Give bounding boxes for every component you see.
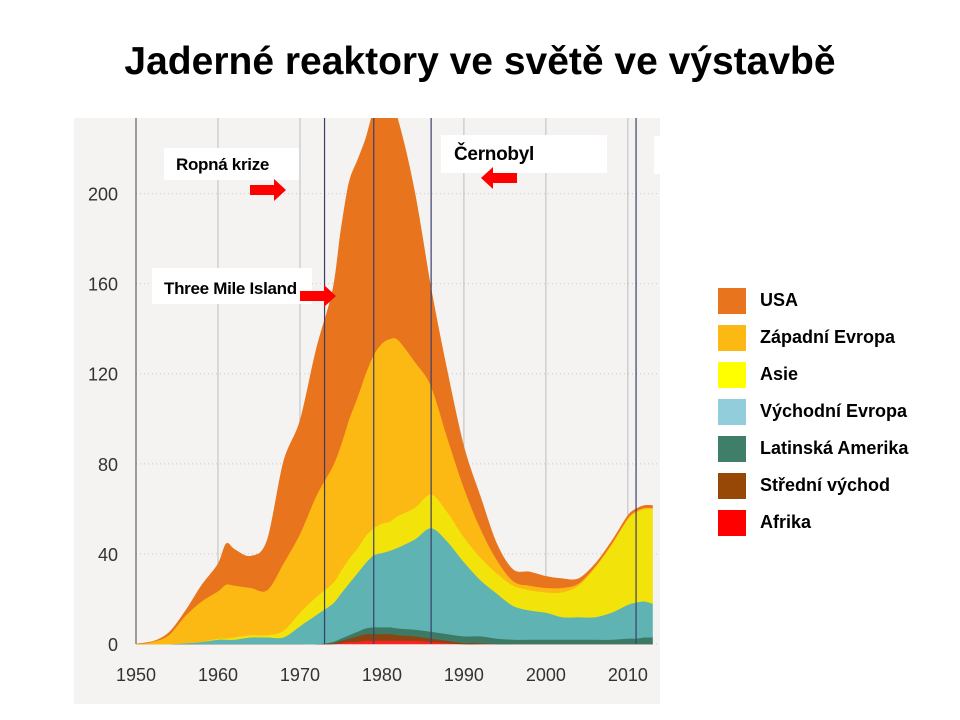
legend: USA Západní Evropa Asie Východní Evropa Lati…	[718, 282, 908, 541]
legend-item-vychodni-evropa: Východní Evropa	[718, 393, 908, 430]
legend-label: Východní Evropa	[760, 401, 908, 421]
chart-area: 0 40 80 120 160 200 1950 1960 1970 1980 1990 2000 20…	[74, 118, 660, 704]
area-series-usa	[135, 118, 653, 645]
annotation-box	[654, 136, 660, 174]
legend-label: USA	[760, 290, 799, 310]
y-tick-label: 160	[88, 275, 118, 295]
legend-label: Střední východ	[760, 475, 891, 495]
y-tick-label: 40	[98, 545, 118, 565]
x-tick-label: 1990	[444, 665, 484, 685]
legend-item-stredni-vychod: Střední východ	[718, 467, 908, 504]
x-tick-label: 2000	[526, 665, 566, 685]
annotation-arrow	[481, 167, 517, 189]
legend-item-usa: USA	[718, 282, 908, 319]
legend-label: Asie	[760, 364, 799, 384]
annotation-label: Three Mile Island	[164, 279, 297, 298]
legend-swatch	[718, 398, 746, 425]
legend-item-latinska-amerika: Latinská Amerika	[718, 430, 908, 467]
legend-item-asie: Asie	[718, 356, 908, 393]
annotation-arrow	[250, 179, 286, 201]
y-tick-label: 200	[88, 185, 118, 205]
annotation-label: Černobyl	[454, 143, 534, 165]
x-tick-label: 1960	[198, 665, 238, 685]
x-tick-label: 1950	[116, 665, 156, 685]
y-tick-label: 0	[108, 635, 118, 655]
legend-swatch	[718, 361, 746, 388]
legend-swatch	[718, 324, 746, 351]
legend-swatch	[718, 287, 746, 314]
legend-swatch	[718, 509, 746, 536]
annotation-cernobyl: Černobyl	[441, 135, 607, 189]
annotation-ropna-krize: Ropná krize	[164, 148, 299, 201]
legend-item-afrika: Afrika	[718, 504, 908, 541]
legend-swatch	[718, 435, 746, 462]
annotation-box	[164, 148, 299, 180]
legend-swatch	[718, 472, 746, 499]
annotation-arrow	[300, 285, 336, 307]
stacked-area-chart: 0 40 80 120 160 200 1950 1960 1970 1980 1990 2000 20…	[74, 118, 660, 704]
legend-label: Afrika	[760, 512, 812, 532]
y-tick-label: 80	[98, 455, 118, 475]
legend-label: Západní Evropa	[760, 327, 896, 347]
x-tick-label: 1970	[280, 665, 320, 685]
legend-item-zapadni-evropa: Západní Evropa	[718, 319, 908, 356]
x-tick-label: 1980	[362, 665, 402, 685]
annotation-fukusima: Fukušima	[654, 136, 660, 174]
annotation-label: Ropná krize	[176, 155, 269, 174]
annotation-three-mile-island: Three Mile Island	[152, 268, 336, 307]
page-title: Jaderné reaktory ve světě ve výstavbě	[124, 40, 836, 83]
annotation-box	[441, 135, 607, 173]
x-tick-label: 2010	[608, 665, 648, 685]
annotation-box	[152, 268, 312, 304]
y-tick-label: 120	[88, 365, 118, 385]
legend-label: Latinská Amerika	[760, 438, 909, 458]
